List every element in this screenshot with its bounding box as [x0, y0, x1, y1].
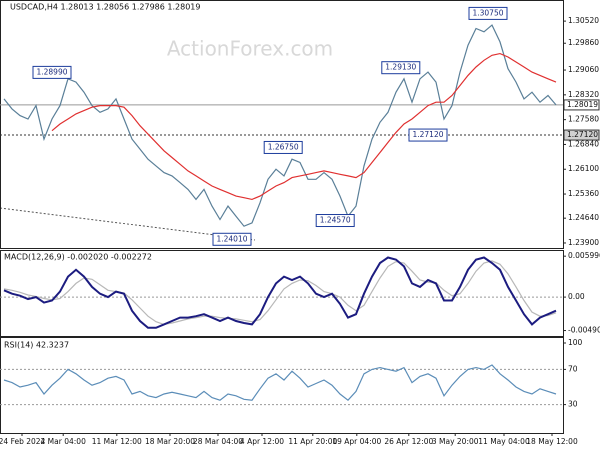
annotation-box — [408, 128, 448, 142]
x-tick-label: 24 Feb 2022 — [0, 437, 46, 446]
y-tick-label: 100 — [568, 338, 583, 347]
x-tick-label: 19 Apr 04:00 — [332, 437, 381, 446]
annotation-label: 1.30750 — [472, 8, 503, 17]
price-label: 1.27120 — [567, 130, 598, 139]
annotation-box — [32, 65, 72, 79]
y-tick-label: -0.004901 — [568, 326, 600, 335]
series-line — [51, 52, 557, 201]
panel-title: USDCAD,H4 1.28013 1.28056 1.27986 1.2801… — [10, 3, 200, 12]
series-line — [3, 260, 557, 326]
annotation-label: 1.29130 — [385, 63, 416, 72]
x-tick-label: 28 Mar 04:00 — [193, 437, 243, 446]
annotation-box — [315, 214, 355, 228]
y-tick-label: 1.26840 — [568, 139, 599, 148]
series-line — [3, 364, 557, 402]
trend-line — [0, 207, 256, 241]
annotation-label: 1.27120 — [412, 130, 443, 139]
y-tick-label: 1.25360 — [568, 189, 599, 198]
panel-title: MACD(12,26,9) -0.002020 -0.002272 — [4, 253, 152, 262]
y-tick-label: 1.26100 — [568, 164, 599, 173]
y-tick-label: 1.28320 — [568, 90, 599, 99]
price-label: 1.28019 — [567, 100, 598, 109]
y-tick-label: 1.29060 — [568, 65, 599, 74]
x-tick-label: 18 Mar 20:00 — [145, 437, 195, 446]
annotation-box — [381, 61, 421, 75]
y-tick-label: 1.24640 — [568, 213, 599, 222]
series-line — [3, 256, 557, 329]
price-box — [563, 99, 600, 111]
x-tick-label: 4 Mar 04:00 — [41, 437, 87, 446]
y-tick-label: 0.005996 — [568, 251, 600, 260]
x-tick-label: 4 Apr 12:00 — [240, 437, 284, 446]
annotation-box — [468, 6, 508, 20]
series-line — [3, 24, 557, 227]
y-tick-label: 1.27580 — [568, 115, 599, 124]
annotation-box — [263, 140, 303, 154]
annotation-label: 1.28990 — [36, 67, 67, 76]
x-tick-label: 11 May 04:00 — [478, 437, 530, 446]
annotation-label: 1.26750 — [268, 142, 299, 151]
panel-title: RSI(14) 42.3237 — [4, 341, 69, 350]
panel-frame — [0, 337, 564, 434]
x-tick-label: 11 Mar 12:00 — [92, 437, 142, 446]
x-tick-label: 26 Apr 12:00 — [384, 437, 433, 446]
y-tick-label: 0.00 — [568, 292, 585, 301]
panel-frame — [0, 250, 564, 337]
y-tick-label: 1.29860 — [568, 38, 599, 47]
watermark: ActionForex.com — [167, 37, 333, 61]
annotation-box — [212, 232, 252, 246]
x-tick-label: 11 Apr 20:00 — [288, 437, 337, 446]
x-tick-label: 3 May 20:00 — [432, 437, 479, 446]
panel-frame — [0, 0, 564, 249]
y-tick-label: 1.23900 — [568, 238, 599, 247]
y-tick-label: 30 — [568, 400, 578, 409]
y-tick-label: 70 — [568, 364, 578, 373]
y-tick-label: 1.30520 — [568, 16, 599, 25]
annotation-label: 1.24570 — [320, 216, 351, 225]
x-tick-label: 18 May 12:00 — [526, 437, 578, 446]
annotation-label: 1.24010 — [216, 234, 247, 243]
price-box — [563, 129, 600, 141]
